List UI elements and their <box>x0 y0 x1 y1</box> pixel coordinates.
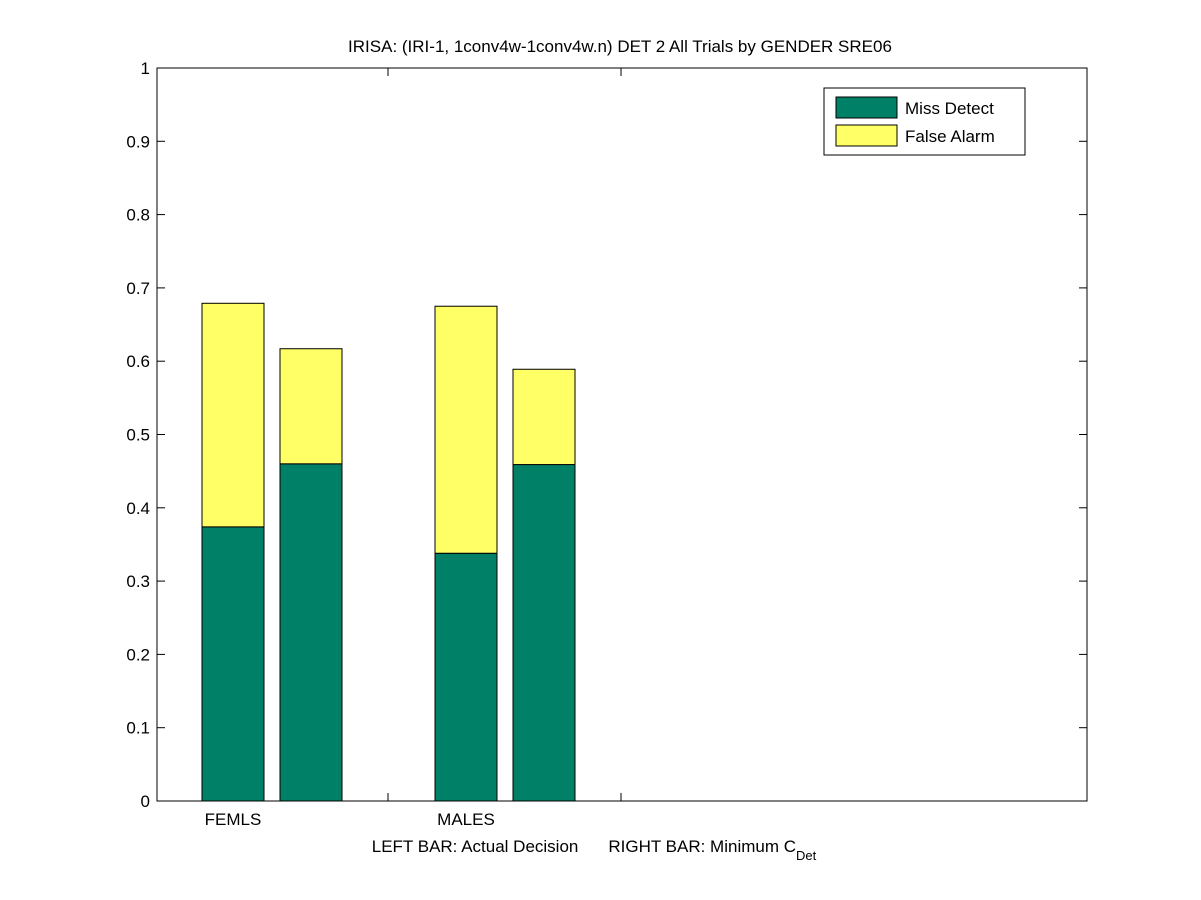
y-tick-label: 0.1 <box>126 719 150 738</box>
bar-males-actual-false-alarm <box>434 305 498 554</box>
y-tick-label: 0.7 <box>126 279 150 298</box>
legend: Miss Detect False Alarm <box>823 87 1026 156</box>
y-tick-label: 0.5 <box>126 426 150 445</box>
bar-males-minimum-false-alarm <box>512 368 576 466</box>
y-tick-label: 0.8 <box>126 206 150 225</box>
y-tick-label: 0.6 <box>126 352 150 371</box>
legend-swatch-false-alarm <box>835 124 898 147</box>
ticks-layer: 0 0.1 0.2 0.3 0.4 0.5 0.6 0.7 0.8 0.9 1 <box>126 59 1087 811</box>
legend-swatch-miss-detect <box>835 96 898 119</box>
bar-femls-actual-false-alarm <box>201 302 265 528</box>
bars-layer <box>201 302 576 802</box>
x-axis-label-subscript: Det <box>796 848 817 863</box>
legend-label-false-alarm: False Alarm <box>905 127 995 146</box>
y-tick-label: 0.2 <box>126 645 150 664</box>
y-tick-label: 0.3 <box>126 572 150 591</box>
bar-males-minimum-miss-detect <box>512 464 576 802</box>
category-label-males: MALES <box>437 810 495 829</box>
category-labels: FEMLS MALES <box>205 810 495 829</box>
y-tick-label: 0.9 <box>126 132 150 151</box>
x-axis-label-left: LEFT BAR: Actual Decision <box>372 837 579 856</box>
x-axis-label-right: RIGHT BAR: Minimum C <box>608 837 796 856</box>
y-tick-label: 1 <box>141 59 150 78</box>
bar-femls-minimum-false-alarm <box>279 348 343 465</box>
bar-males-actual-miss-detect <box>434 552 498 802</box>
bar-femls-minimum-miss-detect <box>279 463 343 802</box>
bar-femls-actual-miss-detect <box>201 526 265 802</box>
y-tick-label: 0 <box>141 792 150 811</box>
legend-label-miss-detect: Miss Detect <box>905 99 994 118</box>
x-axis-label: LEFT BAR: Actual Decision RIGHT BAR: Mini… <box>372 837 817 863</box>
y-tick-label: 0.4 <box>126 499 150 518</box>
category-label-femls: FEMLS <box>205 810 262 829</box>
chart-title: IRISA: (IRI-1, 1conv4w-1conv4w.n) DET 2 … <box>348 37 892 56</box>
